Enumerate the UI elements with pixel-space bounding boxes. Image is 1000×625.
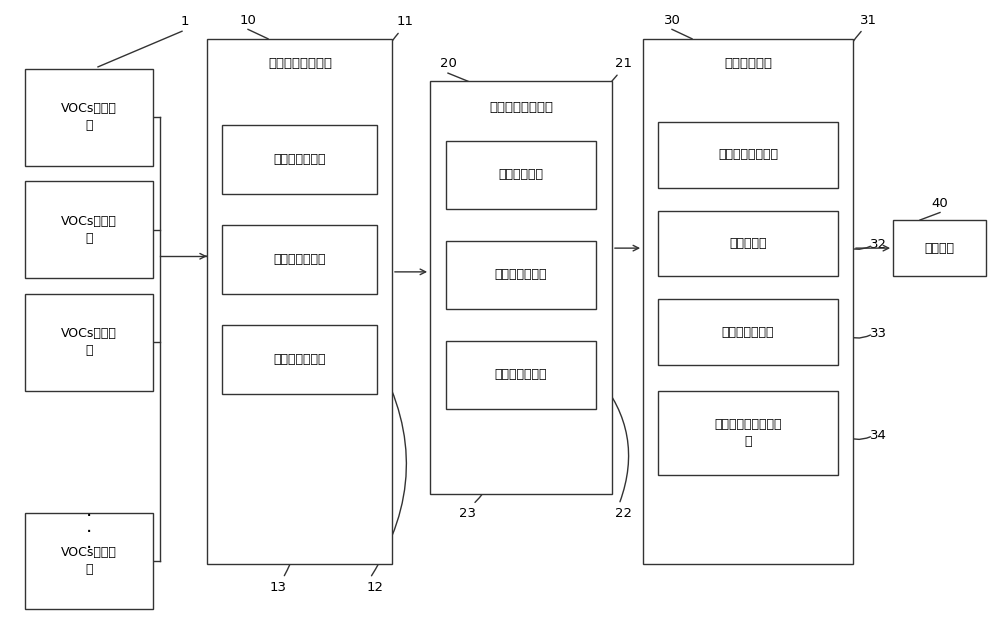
Text: 21: 21 (616, 58, 633, 70)
Text: 可视化监测子单元: 可视化监测子单元 (718, 148, 778, 161)
Bar (222, 325, 377, 394)
Text: 1: 1 (181, 16, 189, 28)
FancyArrowPatch shape (278, 396, 307, 576)
Text: 11: 11 (396, 16, 414, 28)
Bar (25, 181, 153, 278)
Text: 信号采集子单元: 信号采集子单元 (273, 153, 326, 166)
Text: 33: 33 (870, 328, 887, 340)
Text: 数据处理子单元: 数据处理子单元 (495, 269, 547, 281)
Text: VOCs处理装
置: VOCs处理装 置 (61, 546, 117, 576)
Text: 数据存储单元: 数据存储单元 (498, 169, 544, 181)
Text: 32: 32 (870, 239, 887, 251)
Bar (25, 294, 153, 391)
Bar (222, 125, 377, 194)
Text: 12: 12 (366, 581, 384, 594)
Text: 31: 31 (860, 14, 876, 26)
Bar (25, 69, 153, 166)
Text: 22: 22 (616, 508, 633, 520)
Text: 报警子单元: 报警子单元 (729, 237, 767, 250)
Text: 13: 13 (270, 581, 287, 594)
Text: 10: 10 (240, 14, 256, 26)
Text: 数据存储分析单元: 数据存储分析单元 (489, 101, 553, 114)
FancyArrowPatch shape (368, 33, 398, 157)
Bar (658, 299, 838, 365)
Bar (446, 341, 596, 409)
Text: VOCs处理装
置: VOCs处理装 置 (61, 328, 117, 357)
FancyArrowPatch shape (841, 245, 871, 249)
Text: ·
·
·: · · · (86, 507, 92, 558)
Text: 信号处理子单元: 信号处理子单元 (273, 253, 326, 266)
Bar (893, 220, 986, 276)
Bar (222, 225, 377, 294)
Bar (658, 122, 838, 188)
Bar (430, 81, 612, 494)
Text: 40: 40 (932, 197, 948, 209)
Bar (446, 141, 596, 209)
FancyArrowPatch shape (475, 412, 503, 502)
FancyArrowPatch shape (590, 75, 617, 172)
Bar (207, 39, 392, 564)
FancyArrowPatch shape (830, 31, 861, 152)
FancyArrowPatch shape (841, 434, 870, 439)
Text: VOCs处理装
置: VOCs处理装 置 (61, 102, 117, 132)
Text: 显示单元: 显示单元 (924, 242, 954, 254)
FancyArrowPatch shape (598, 377, 629, 502)
Bar (25, 512, 153, 609)
Text: 信号网关子单元: 信号网关子单元 (273, 353, 326, 366)
Text: 30: 30 (664, 14, 680, 26)
Text: 信号采集处理单元: 信号采集处理单元 (268, 58, 332, 70)
Text: 监测应用单元: 监测应用单元 (724, 58, 772, 70)
Bar (658, 211, 838, 276)
Bar (643, 39, 853, 564)
Text: 23: 23 (460, 508, 477, 520)
Text: 分布式设备管理子单
元: 分布式设备管理子单 元 (714, 418, 782, 447)
Bar (658, 391, 838, 475)
Text: 20: 20 (440, 58, 456, 70)
Text: 性能分析子单元: 性能分析子单元 (722, 326, 774, 339)
FancyArrowPatch shape (841, 334, 871, 338)
Text: 数据分析子单元: 数据分析子单元 (495, 369, 547, 381)
Text: 34: 34 (870, 429, 886, 442)
Bar (446, 241, 596, 309)
Text: VOCs处理装
置: VOCs处理装 置 (61, 214, 117, 244)
FancyArrowPatch shape (371, 362, 406, 576)
